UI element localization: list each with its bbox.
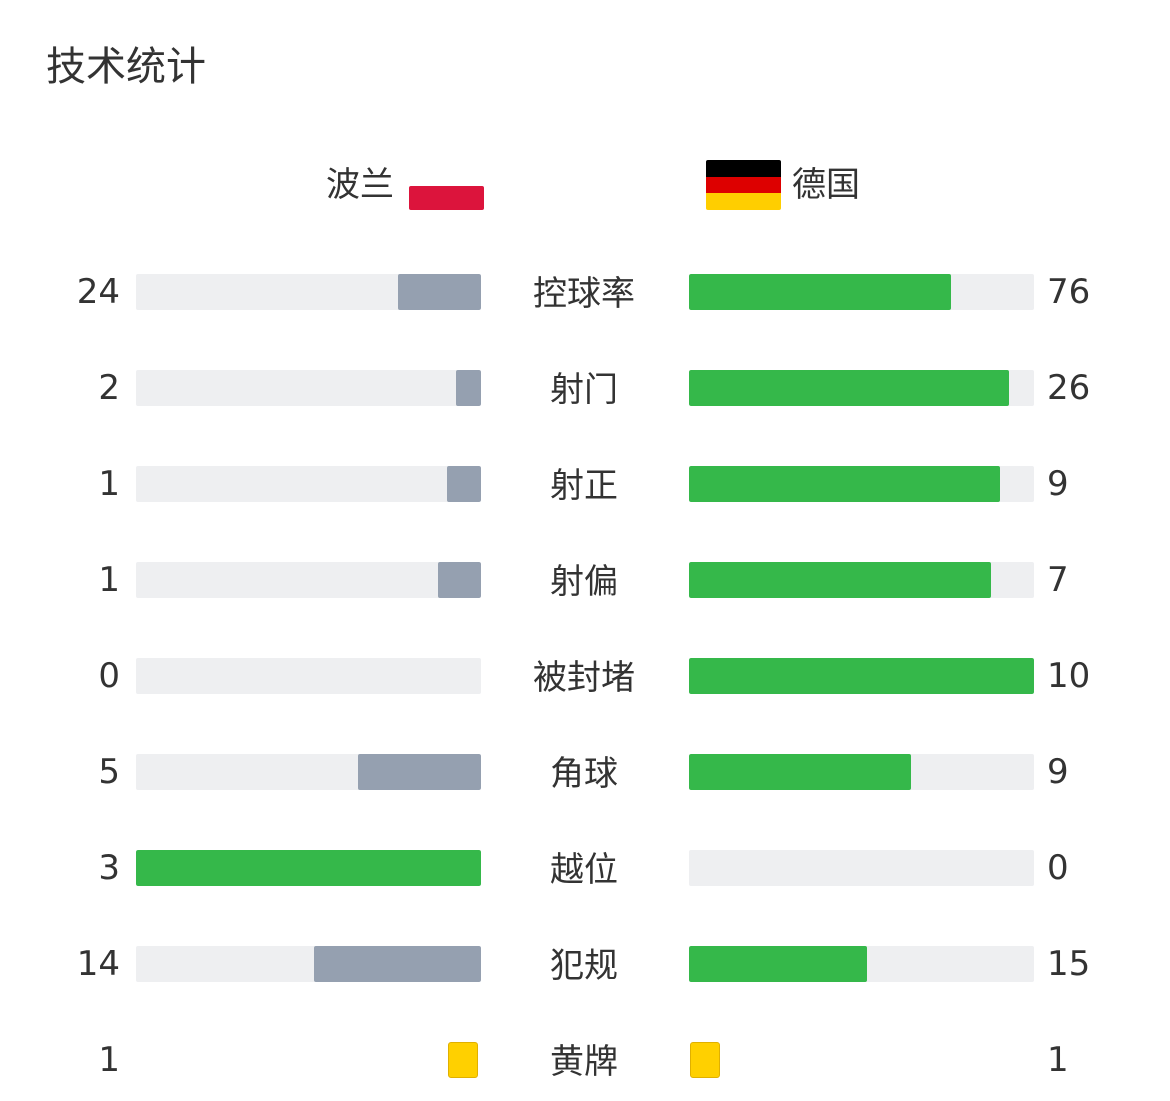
stat-label: 射正 bbox=[550, 466, 618, 506]
home-bar-track bbox=[136, 946, 481, 982]
home-value: 3 bbox=[98, 848, 120, 888]
home-value: 1 bbox=[98, 560, 120, 600]
home-value: 24 bbox=[76, 272, 120, 312]
home-value: 2 bbox=[98, 368, 120, 408]
stat-row: 24 控球率 76 bbox=[0, 272, 1170, 314]
home-value: 1 bbox=[98, 464, 120, 504]
stat-row: 1 射正 9 bbox=[0, 464, 1170, 506]
home-bar-fill bbox=[398, 274, 481, 310]
away-bar-track bbox=[689, 946, 1034, 982]
away-bar-track bbox=[689, 658, 1034, 694]
home-team-name: 波兰 bbox=[326, 165, 394, 205]
page-title: 技术统计 bbox=[46, 44, 206, 90]
stat-row: 3 越位 0 bbox=[0, 848, 1170, 890]
germany-flag-icon bbox=[706, 160, 781, 210]
home-value: 1 bbox=[98, 1040, 120, 1080]
stat-label: 控球率 bbox=[533, 274, 635, 314]
home-bar-fill bbox=[136, 850, 481, 886]
away-value: 7 bbox=[1047, 560, 1069, 600]
home-bar-fill bbox=[357, 754, 481, 790]
stat-label: 被封堵 bbox=[533, 658, 635, 698]
stat-label: 黄牌 bbox=[550, 1042, 618, 1082]
away-bar-track bbox=[689, 754, 1034, 790]
away-value: 15 bbox=[1047, 944, 1091, 984]
home-bar-track bbox=[136, 754, 481, 790]
stat-label: 越位 bbox=[550, 850, 618, 890]
home-bar-fill bbox=[456, 370, 481, 406]
away-bar-fill bbox=[689, 562, 991, 598]
stat-row: 14 犯规 15 bbox=[0, 944, 1170, 986]
stat-label: 犯规 bbox=[550, 946, 618, 986]
stat-label: 角球 bbox=[550, 754, 618, 794]
yellow-card-icon bbox=[448, 1042, 478, 1078]
home-value: 0 bbox=[98, 656, 120, 696]
away-bar-fill bbox=[689, 754, 911, 790]
away-bar-track bbox=[689, 466, 1034, 502]
poland-flag-icon bbox=[409, 162, 484, 210]
home-bar-track bbox=[136, 274, 481, 310]
home-bar-track bbox=[136, 370, 481, 406]
away-bar-fill bbox=[689, 466, 1000, 502]
stat-label: 射偏 bbox=[550, 562, 618, 602]
away-value: 76 bbox=[1047, 272, 1091, 312]
away-bar-fill bbox=[689, 946, 868, 982]
away-bar-track bbox=[689, 274, 1034, 310]
stat-label: 射门 bbox=[550, 370, 618, 410]
home-value: 5 bbox=[98, 752, 120, 792]
home-bar-track bbox=[136, 562, 481, 598]
stat-row: 0 被封堵 10 bbox=[0, 656, 1170, 698]
away-team-name: 德国 bbox=[792, 165, 860, 205]
stat-row: 2 射门 26 bbox=[0, 368, 1170, 410]
away-value: 1 bbox=[1047, 1040, 1069, 1080]
away-bar-track bbox=[689, 850, 1034, 886]
home-bar-track bbox=[136, 466, 481, 502]
away-bar-fill bbox=[689, 658, 1034, 694]
away-bar-fill bbox=[689, 370, 1010, 406]
away-bar-track bbox=[689, 562, 1034, 598]
stat-row: 5 角球 9 bbox=[0, 752, 1170, 794]
home-bar-fill bbox=[446, 466, 481, 502]
away-value: 26 bbox=[1047, 368, 1091, 408]
home-bar-track bbox=[136, 850, 481, 886]
away-bar-track bbox=[689, 370, 1034, 406]
home-value: 14 bbox=[76, 944, 120, 984]
away-bar-fill bbox=[689, 274, 952, 310]
yellow-card-icon bbox=[690, 1042, 720, 1078]
away-value: 9 bbox=[1047, 464, 1069, 504]
home-bar-fill bbox=[314, 946, 481, 982]
home-bar-track bbox=[136, 658, 481, 694]
away-value: 10 bbox=[1047, 656, 1091, 696]
stat-row: 1 黄牌 1 bbox=[0, 1040, 1170, 1082]
away-value: 0 bbox=[1047, 848, 1069, 888]
stat-row: 1 射偏 7 bbox=[0, 560, 1170, 602]
home-bar-fill bbox=[437, 562, 481, 598]
away-value: 9 bbox=[1047, 752, 1069, 792]
